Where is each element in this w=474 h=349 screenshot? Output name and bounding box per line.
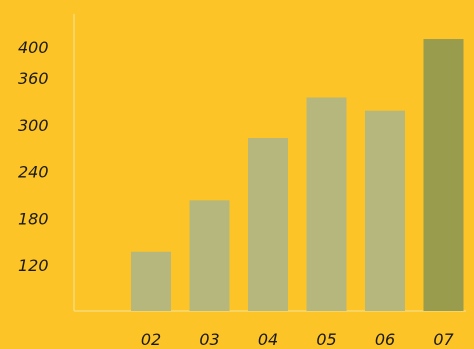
bars [131,39,464,312]
y-tick-label-240: 240 [18,163,49,182]
y-tick-label-180: 180 [18,209,49,228]
y-tick-label-400: 400 [18,38,49,57]
y-tick-label-120: 120 [18,256,49,275]
x-tick-label-02: 02 [141,330,161,349]
x-axis-ticks: 02 03 04 05 06 07 [141,330,455,349]
bar-04 [248,137,288,311]
bar-07 [423,39,464,312]
x-tick-label-07: 07 [433,330,454,349]
bar-05 [306,97,347,312]
bar-03 [189,200,230,311]
x-tick-label-04: 04 [258,330,278,349]
x-tick-label-03: 03 [199,330,219,349]
x-tick-label-06: 06 [375,330,395,349]
x-tick-label-05: 05 [316,330,336,349]
bar-06 [365,110,405,311]
y-tick-label-300: 300 [18,116,49,135]
bar-02 [131,251,171,311]
y-axis-ticks: 120 180 240 300 360 400 [18,38,49,275]
y-tick-label-360: 360 [18,69,49,88]
